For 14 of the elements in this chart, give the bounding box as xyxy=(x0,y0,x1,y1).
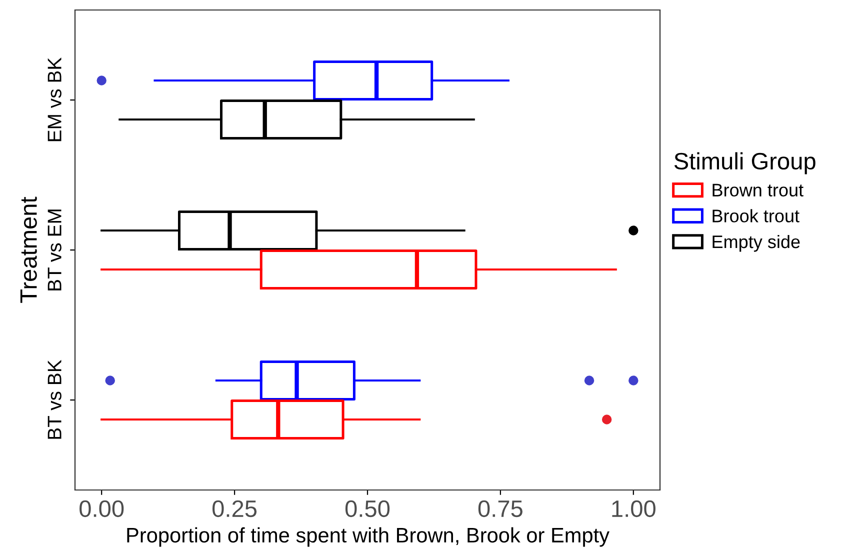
legend-title: Stimuli Group xyxy=(674,152,816,174)
x-tick-label: 0.25 xyxy=(212,500,257,518)
legend-label: Empty side xyxy=(712,234,800,252)
legend-label: Brook trout xyxy=(712,209,800,222)
y-tick-label: BT vs BK xyxy=(48,360,62,439)
x-tick-label: 1.00 xyxy=(612,500,656,518)
y-tick-label: EM vs BK xyxy=(48,58,62,142)
y-axis-title: Treatment xyxy=(20,196,37,303)
x-tick-label: 0.00 xyxy=(80,500,124,518)
x-axis-title: Proportion of time spent with Brown, Brook or Empty xyxy=(127,527,610,547)
y-tick-label: BT vs EM xyxy=(48,210,62,290)
legend-label: Brown trout xyxy=(712,184,804,197)
x-tick-label: 0.50 xyxy=(345,500,390,518)
x-tick-label: 0.75 xyxy=(478,500,522,518)
